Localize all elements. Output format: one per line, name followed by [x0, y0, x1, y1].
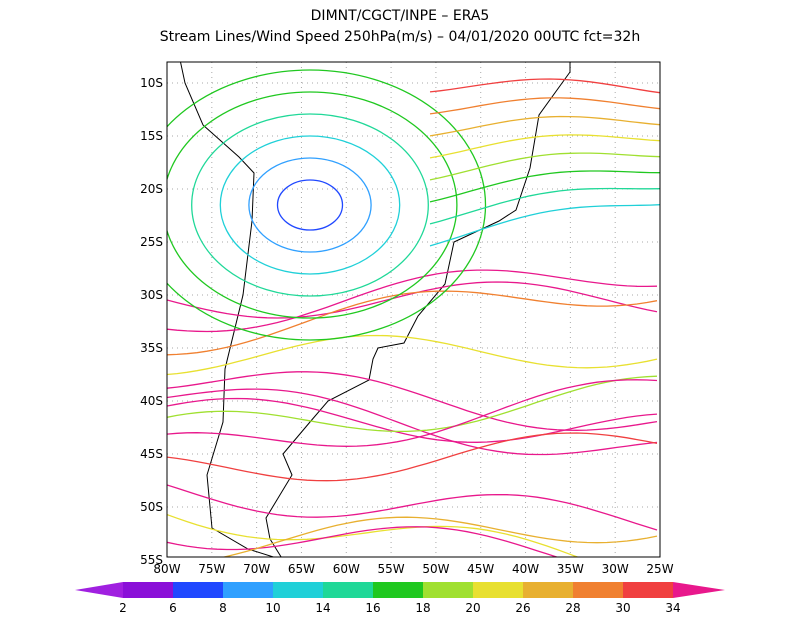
colorbar-segment: [323, 582, 373, 598]
streamline: [167, 371, 658, 431]
colorbar-label: 2: [119, 601, 127, 615]
colorbar-segment: [573, 582, 623, 598]
lon-label: 25W: [646, 562, 673, 576]
lat-label: 15S: [140, 129, 163, 143]
colorbar-segment: [423, 582, 473, 598]
colorbar-label: 14: [315, 601, 330, 615]
lat-label: 10S: [140, 76, 163, 90]
colorbar-label: 20: [465, 601, 480, 615]
title: DIMNT/CGCT/INPE – ERA5: [311, 8, 490, 24]
lon-label: 70W: [243, 562, 270, 576]
colorbar-segment: [223, 582, 273, 598]
colorbar-label: 10: [265, 601, 280, 615]
colorbar-segment: [123, 582, 173, 598]
map-frame: [166, 61, 661, 558]
colorbar-segment: [473, 582, 523, 598]
colorbar-end: [673, 582, 725, 598]
lat-label: 25S: [140, 235, 163, 249]
colorbar-segment: [523, 582, 573, 598]
colorbar-label: 16: [365, 601, 380, 615]
lon-label: 55W: [378, 562, 405, 576]
streamline: [167, 484, 658, 531]
lat-label: 50S: [140, 500, 163, 514]
lon-label: 60W: [333, 562, 360, 576]
colorbar-segment: [273, 582, 323, 598]
streamline: [429, 78, 660, 94]
streamline: [167, 375, 658, 433]
lat-label: 30S: [140, 288, 163, 302]
streamline: [429, 170, 660, 203]
lat-label: 45S: [140, 447, 163, 461]
streamline: [167, 432, 658, 482]
streamline: [248, 157, 372, 253]
streamline: [167, 290, 658, 356]
colorbar-label: 34: [665, 601, 680, 615]
streamline: [429, 204, 660, 247]
colorbar-label: 6: [169, 601, 177, 615]
lat-label: 40S: [140, 394, 163, 408]
streamline: [167, 388, 658, 456]
streamline: [429, 152, 660, 181]
map: [167, 62, 660, 557]
lat-label: 20S: [140, 182, 163, 196]
streamline: [221, 516, 658, 557]
streamline: [276, 179, 344, 231]
streamline: [167, 526, 559, 557]
streamline: [167, 281, 658, 319]
lon-label: 45W: [467, 562, 494, 576]
lon-label: 65W: [288, 562, 315, 576]
lat-label: 55S: [140, 553, 163, 567]
streamline: [167, 334, 658, 376]
colorbar-segment: [373, 582, 423, 598]
streamline: [167, 397, 658, 443]
streamline: [167, 69, 487, 341]
streamline: [219, 135, 401, 275]
streamline: [429, 187, 660, 225]
colorbar-segment: [173, 582, 223, 598]
colorbar-segment: [623, 582, 673, 598]
streamline: [429, 134, 660, 159]
streamline: [191, 113, 429, 297]
colorbar-end: [75, 582, 123, 598]
lon-label: 50W: [422, 562, 449, 576]
lat-label: 35S: [140, 341, 163, 355]
lon-label: 30W: [602, 562, 629, 576]
streamline: [429, 97, 660, 115]
colorbar-label: 8: [219, 601, 227, 615]
colorbar-label: 26: [515, 601, 530, 615]
lon-label: 35W: [557, 562, 584, 576]
coastline: [179, 62, 571, 557]
streamline: [167, 91, 458, 319]
subtitle: Stream Lines/Wind Speed 250hPa(m/s) – 04…: [160, 29, 640, 45]
colorbar-label: 18: [415, 601, 430, 615]
colorbar-label: 28: [565, 601, 580, 615]
streamline: [167, 269, 658, 333]
streamline: [429, 115, 660, 137]
lon-label: 75W: [198, 562, 225, 576]
colorbar-label: 30: [615, 601, 630, 615]
streamline: [167, 513, 580, 557]
streamline: [167, 379, 658, 447]
lon-label: 40W: [512, 562, 539, 576]
lon-label: 80W: [153, 562, 180, 576]
